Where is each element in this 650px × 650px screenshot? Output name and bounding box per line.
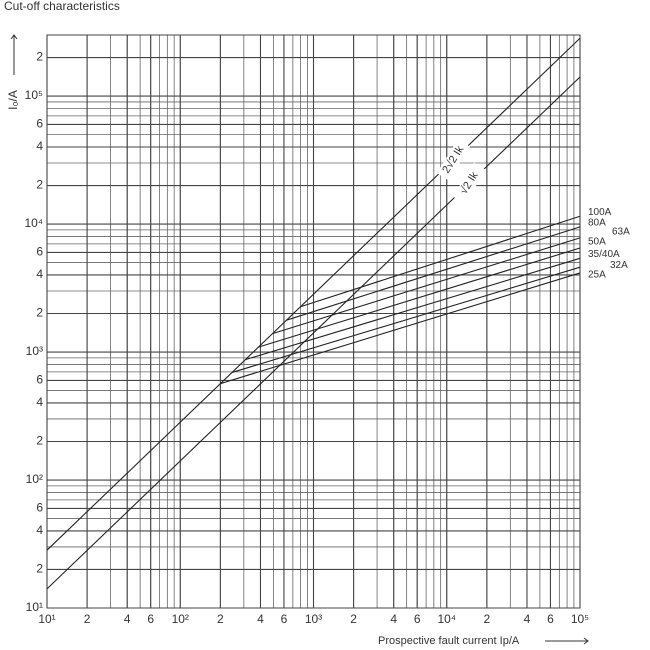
series-line	[220, 272, 581, 385]
y-tick-label: 10³	[26, 344, 43, 358]
series-line	[286, 226, 581, 321]
x-tick-label: 10²	[172, 612, 189, 626]
series-line	[231, 266, 581, 373]
y-tick-label: 6	[36, 117, 43, 131]
y-tick-label: 10⁵	[25, 88, 43, 102]
y-tick-label: 2	[36, 50, 43, 64]
y-tick-label: 6	[36, 373, 43, 387]
series-label: 2√2 Ik	[440, 144, 466, 176]
x-tick-label: 10⁵	[571, 612, 589, 626]
y-tick-label: 6	[36, 245, 43, 259]
x-tick-label: 6	[414, 612, 421, 626]
x-tick-label: 2	[484, 612, 491, 626]
y-tick-label: 10²	[26, 472, 43, 486]
series-line	[245, 257, 581, 361]
y-tick-label: 4	[36, 523, 43, 537]
series-label: 50A	[588, 237, 606, 248]
y-tick-label: 2	[36, 306, 43, 320]
series-line	[46, 37, 581, 551]
y-axis-label: I₀/A	[6, 90, 20, 110]
series-label: 100A	[588, 207, 612, 218]
series-label: 25A	[588, 270, 606, 281]
y-tick-label: 4	[36, 267, 43, 281]
series-line	[258, 247, 581, 348]
x-axis-label: Prospective fault current Ip/A	[378, 635, 520, 647]
x-tick-label: 2	[217, 612, 224, 626]
x-tick-label: 10⁴	[437, 612, 456, 626]
series-line	[300, 215, 581, 308]
y-tick-label: 10¹	[26, 600, 43, 614]
y-tick-label: 2	[36, 562, 43, 576]
x-tick-label: 6	[281, 612, 288, 626]
chart-title: Cut-off characteristics	[4, 0, 120, 13]
series-label: 35/40A	[588, 249, 620, 260]
x-axis-arrow-head	[583, 637, 589, 645]
series-label: 32A	[610, 260, 628, 271]
series-line	[272, 237, 581, 335]
y-tick-label: 4	[36, 395, 43, 409]
y-tick-label: 6	[36, 501, 43, 515]
x-tick-label: 4	[257, 612, 264, 626]
x-tick-label: 4	[390, 612, 397, 626]
x-tick-label: 2	[84, 612, 91, 626]
y-axis-arrow-head	[10, 34, 18, 40]
x-tick-label: 6	[147, 612, 154, 626]
y-tick-label: 10⁴	[24, 216, 43, 230]
x-tick-label: 4	[524, 612, 531, 626]
x-tick-label: 2	[350, 612, 357, 626]
x-tick-label: 10¹	[38, 612, 55, 626]
series-label-bg	[452, 162, 486, 204]
series-label: 63A	[612, 226, 630, 237]
x-tick-label: 4	[124, 612, 131, 626]
series-line	[46, 76, 581, 590]
y-tick-label: 2	[36, 434, 43, 448]
y-tick-label: 4	[36, 139, 43, 153]
x-tick-label: 10³	[305, 612, 322, 626]
series-label: 80A	[588, 218, 606, 229]
series-label-bg	[436, 139, 470, 181]
x-tick-label: 6	[547, 612, 554, 626]
y-tick-label: 2	[36, 178, 43, 192]
